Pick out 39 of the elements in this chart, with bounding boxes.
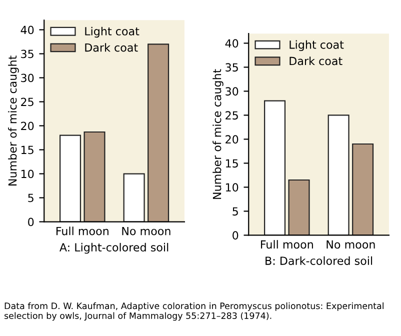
x-axis-title: A: Light-colored soil xyxy=(60,242,168,254)
y-tick-label: 5 xyxy=(232,207,238,216)
bar xyxy=(328,114,350,236)
x-tick-label: Full moon xyxy=(56,226,108,236)
bar xyxy=(84,131,106,222)
legend-label: Dark coat xyxy=(85,43,138,52)
x-tick-label: No moon xyxy=(122,226,170,236)
y-tick-label: 30 xyxy=(21,74,34,82)
y-tick-label: 0 xyxy=(232,231,238,240)
y-tick-label: 10 xyxy=(21,170,34,178)
y-tick-label: 30 xyxy=(226,87,238,96)
bar xyxy=(60,134,82,222)
y-tick-label: 40 xyxy=(20,26,34,34)
x-tick-label: Full moon xyxy=(260,240,313,249)
y-tick-label: 35 xyxy=(21,50,34,58)
bar xyxy=(264,100,286,236)
y-tick-label: 25 xyxy=(226,111,238,120)
y-tick-label: 15 xyxy=(226,159,238,168)
y-axis-title: Number of mice caught xyxy=(8,56,19,186)
bar xyxy=(352,143,374,236)
legend-label: Dark coat xyxy=(290,56,342,66)
x-tick-label: No moon xyxy=(326,240,375,249)
y-tick-label: 5 xyxy=(28,194,34,202)
bar xyxy=(148,44,170,222)
y-tick-label: 40 xyxy=(225,39,238,48)
legend-label: Light coat xyxy=(290,40,344,52)
y-tick-label: 25 xyxy=(21,98,34,106)
bar xyxy=(123,173,145,222)
bar xyxy=(288,179,310,236)
y-axis-title: Number of mice caught xyxy=(212,69,224,199)
y-tick-label: 20 xyxy=(226,135,238,144)
legend-label: Light coat xyxy=(85,26,140,38)
text: Data from D. W. Kaufman, Adaptive coloration in Peromyscus polionotus: Experimental selection by owls, Journal of Mammalogy 55:271–283 (1974). xyxy=(4,302,384,321)
y-tick-label: 35 xyxy=(226,63,238,72)
y-tick-label: 15 xyxy=(21,146,34,154)
y-tick-label: 0 xyxy=(28,218,34,226)
y-tick-label: 20 xyxy=(21,122,34,130)
x-axis-title: B: Dark-colored soil xyxy=(266,256,372,265)
y-tick-label: 10 xyxy=(226,183,238,192)
